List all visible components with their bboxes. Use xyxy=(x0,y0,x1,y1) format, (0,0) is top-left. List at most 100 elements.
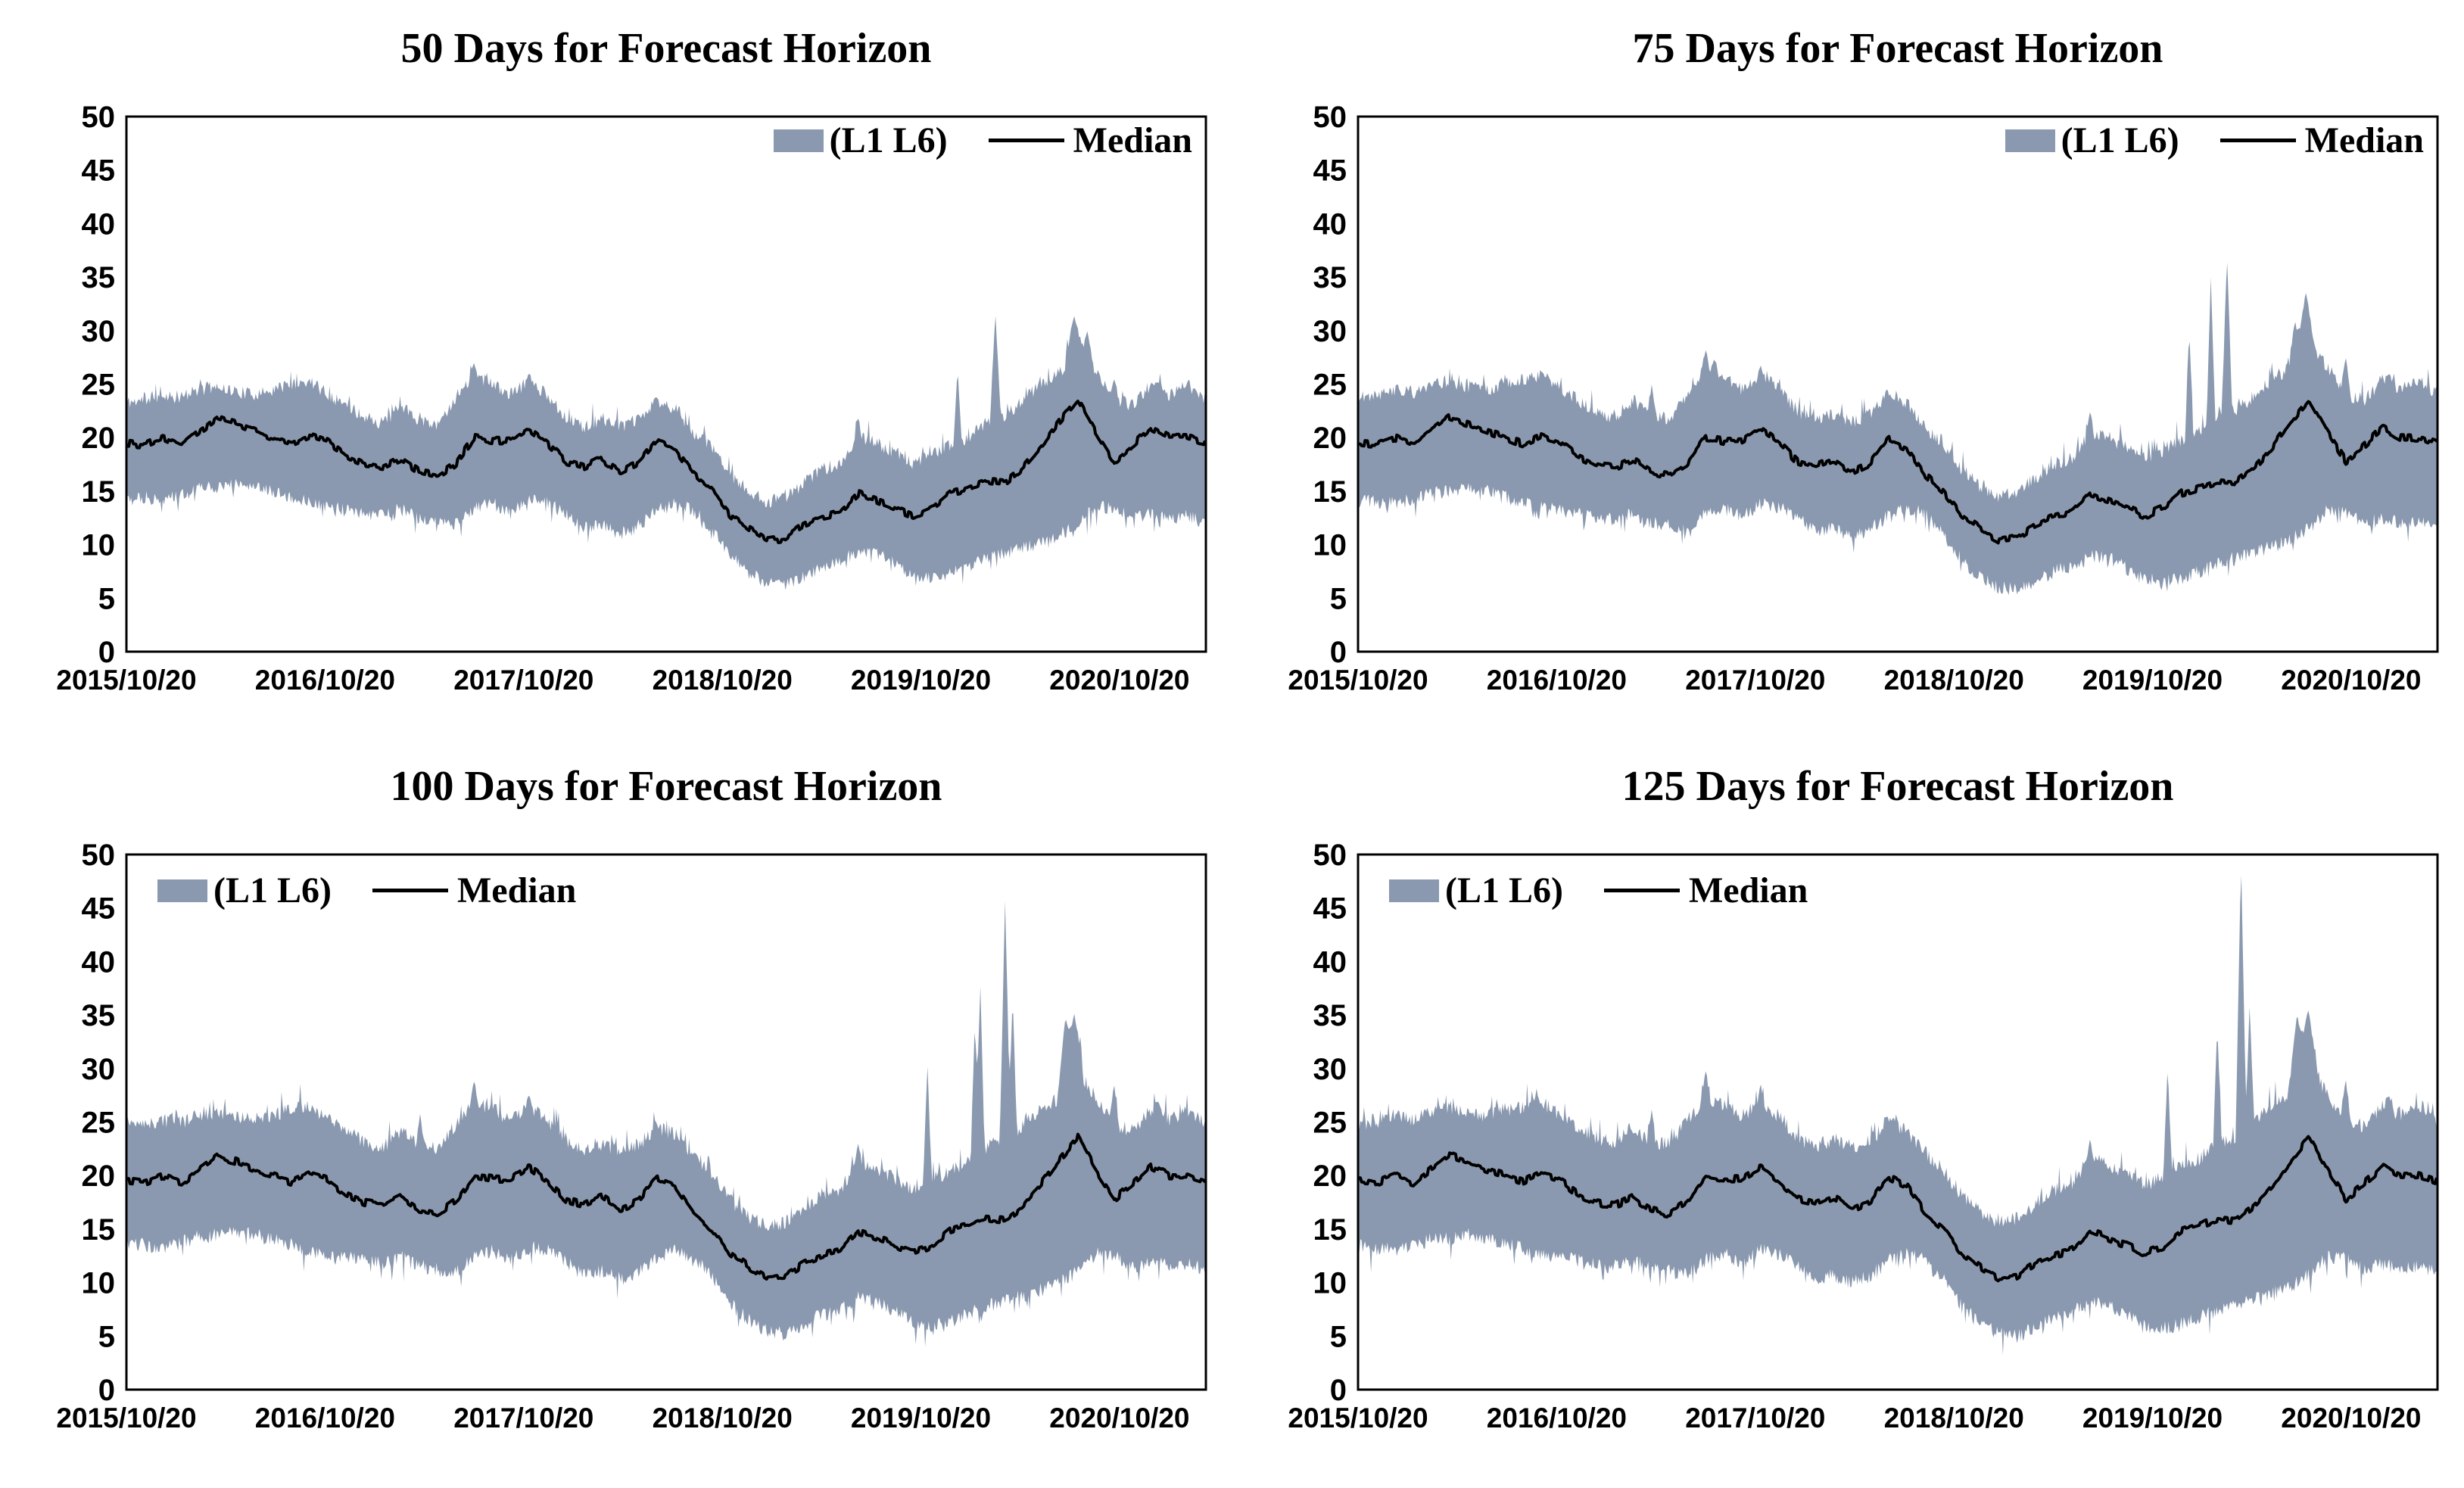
x-tick-label: 2016/10/20 xyxy=(1487,1402,1627,1434)
legend-75-days: (L1 L6) Median xyxy=(2005,120,2424,161)
y-tick-label: 45 xyxy=(1313,154,1347,188)
y-tick-label: 30 xyxy=(82,1053,116,1086)
y-tick-label: 10 xyxy=(1313,1267,1347,1300)
chart-75-days-plot: 0 5 10 15 20 25 30 35 40 45 50 2015/10/20 2016/10/20… xyxy=(1288,101,2439,696)
y-tick-label: 0 xyxy=(1330,636,1347,669)
y-tick-label: 5 xyxy=(98,582,115,615)
x-tick-label: 2016/10/20 xyxy=(1487,665,1627,696)
chart-title-75-days: 75 Days for Forecast Horizon xyxy=(1632,25,2163,72)
y-tick-label: 30 xyxy=(82,315,116,348)
x-tick-label: 2017/10/20 xyxy=(453,665,593,696)
band-legend-label: (L1 L6) xyxy=(2061,120,2179,160)
x-tick-label: 2019/10/20 xyxy=(851,665,991,696)
x-tick-label: 2019/10/20 xyxy=(851,1402,991,1434)
band-swatch-icon xyxy=(773,129,824,152)
chart-title-125-days: 125 Days for Forecast Horizon xyxy=(1621,763,2174,810)
y-tick-label: 15 xyxy=(82,1213,116,1247)
y-tick-label: 20 xyxy=(82,422,116,455)
y-tick-label: 10 xyxy=(82,1267,116,1300)
x-tick-label: 2015/10/20 xyxy=(1288,1402,1428,1434)
plot-border xyxy=(125,853,1207,1391)
y-tick-label: 10 xyxy=(82,529,116,562)
y-tick-label: 45 xyxy=(1313,892,1347,926)
confidence-band xyxy=(126,316,1206,590)
x-tick-label: 2017/10/20 xyxy=(1685,665,1825,696)
band-swatch-icon xyxy=(2005,129,2055,152)
plot-border xyxy=(1357,115,2439,653)
x-tick-label: 2015/10/20 xyxy=(56,665,196,696)
band-legend-label: (L1 L6) xyxy=(1445,870,1563,911)
plot-border xyxy=(125,115,1207,653)
y-tick-label: 25 xyxy=(1313,369,1347,402)
chart-100-days-cell: 100 Days for Forecast Horizon (L1 L6) Me… xyxy=(30,750,1262,1488)
x-tick-label: 2020/10/20 xyxy=(2281,1402,2421,1434)
y-tick-label: 50 xyxy=(82,101,116,134)
x-tick-label: 2018/10/20 xyxy=(1884,1402,2024,1434)
y-tick-label: 5 xyxy=(98,1320,115,1353)
y-tick-label: 0 xyxy=(1330,1374,1347,1407)
band-legend-label: (L1 L6) xyxy=(213,870,332,911)
y-tick-label: 50 xyxy=(1313,101,1347,134)
y-tick-label: 25 xyxy=(1313,1107,1347,1140)
y-tick-label: 35 xyxy=(82,261,116,294)
x-tick-label: 2015/10/20 xyxy=(1288,665,1428,696)
x-tick-label: 2020/10/20 xyxy=(2281,665,2421,696)
band-legend-label: (L1 L6) xyxy=(829,120,948,160)
y-tick-label: 40 xyxy=(1313,945,1347,979)
chart-title-50-days: 50 Days for Forecast Horizon xyxy=(400,25,932,72)
y-tick-label: 5 xyxy=(1330,582,1347,615)
y-tick-label: 30 xyxy=(1313,315,1347,348)
chart-75-days-cell: 75 Days for Forecast Horizon (L1 L6) Med… xyxy=(1262,12,2464,750)
median-legend-label: Median xyxy=(1073,120,1192,160)
y-tick-label: 35 xyxy=(1313,261,1347,294)
y-tick-label: 5 xyxy=(1330,1320,1347,1353)
y-tick-label: 15 xyxy=(82,475,116,509)
x-tick-label: 2016/10/20 xyxy=(255,1402,395,1434)
median-line-icon xyxy=(988,139,1064,142)
x-tick-label: 2019/10/20 xyxy=(2082,665,2223,696)
confidence-band xyxy=(126,901,1206,1347)
chart-50-days-cell: 50 Days for Forecast Horizon (L1 L6) Med… xyxy=(30,12,1262,750)
chart-50-days-plot: 0 5 10 15 20 25 30 35 40 45 50 2015/10/20 2016/10/20… xyxy=(56,101,1207,696)
x-tick-label: 2017/10/20 xyxy=(453,1402,593,1434)
median-line-icon xyxy=(372,889,448,892)
y-tick-label: 50 xyxy=(82,839,116,872)
legend-125-days: (L1 L6) Median xyxy=(1389,870,1808,911)
x-tick-label: 2016/10/20 xyxy=(255,665,395,696)
y-tick-label: 45 xyxy=(82,892,116,926)
chart-125-days-cell: 125 Days for Forecast Horizon (L1 L6) Me… xyxy=(1262,750,2464,1488)
y-tick-label: 45 xyxy=(82,154,116,188)
band-swatch-icon xyxy=(157,879,207,902)
x-tick-label: 2017/10/20 xyxy=(1685,1402,1825,1434)
y-tick-label: 30 xyxy=(1313,1053,1347,1086)
y-tick-label: 10 xyxy=(1313,529,1347,562)
y-tick-label: 35 xyxy=(82,999,116,1032)
band-swatch-icon xyxy=(1389,879,1439,902)
x-tick-label: 2018/10/20 xyxy=(1884,665,2024,696)
y-tick-label: 40 xyxy=(1313,207,1347,241)
y-tick-label: 25 xyxy=(82,1107,116,1140)
legend-100-days: (L1 L6) Median xyxy=(157,870,576,911)
x-tick-label: 2018/10/20 xyxy=(653,1402,793,1434)
median-legend-label: Median xyxy=(2304,120,2424,160)
chart-125-days-plot: 0 5 10 15 20 25 30 35 40 45 50 2015/10/20 2016/10/20… xyxy=(1288,839,2439,1434)
y-tick-label: 40 xyxy=(82,207,116,241)
median-legend-label: Median xyxy=(457,870,577,911)
legend-50-days: (L1 L6) Median xyxy=(773,120,1192,161)
y-tick-label: 20 xyxy=(1313,1160,1347,1193)
confidence-band xyxy=(1358,875,2438,1356)
plot-border xyxy=(1357,853,2439,1391)
y-tick-label: 25 xyxy=(82,369,116,402)
x-tick-label: 2020/10/20 xyxy=(1049,665,1189,696)
chart-title-100-days: 100 Days for Forecast Horizon xyxy=(390,763,942,810)
y-tick-label: 0 xyxy=(98,1374,115,1407)
y-tick-label: 0 xyxy=(98,636,115,669)
x-tick-label: 2019/10/20 xyxy=(2082,1402,2223,1434)
chart-100-days-plot: 0 5 10 15 20 25 30 35 40 45 50 2015/10/20 2016/10/20… xyxy=(56,839,1207,1434)
y-tick-label: 20 xyxy=(1313,422,1347,455)
y-tick-label: 35 xyxy=(1313,999,1347,1032)
x-tick-label: 2020/10/20 xyxy=(1049,1402,1189,1434)
y-tick-label: 20 xyxy=(82,1160,116,1193)
median-line xyxy=(1358,400,2438,545)
